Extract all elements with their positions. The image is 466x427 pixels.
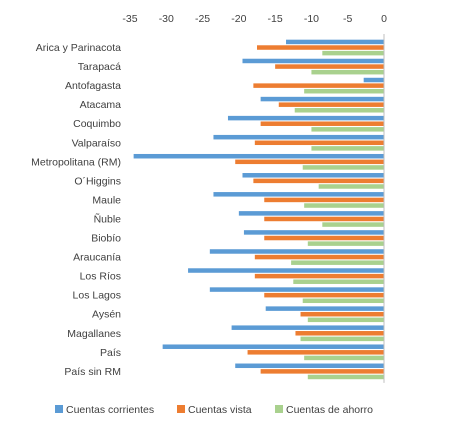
x-tick-label: -35 [122, 13, 137, 25]
legend-label: Cuentas corrientes [66, 404, 154, 416]
category-label: Valparaíso [72, 137, 122, 149]
bar-cuentas-de-ahorro [294, 108, 384, 113]
bar-cuentas-corrientes [260, 96, 384, 102]
legend-label: Cuentas de ahorro [286, 404, 373, 416]
category-label: Los Lagos [73, 290, 121, 302]
bar-cuentas-corrientes [235, 363, 384, 369]
x-tick-label: -30 [159, 13, 174, 25]
category-label: Tarapacá [78, 61, 121, 73]
bar-cuentas-vista [264, 292, 384, 298]
bar-cuentas-corrientes [227, 115, 384, 121]
category-label: Araucanía [73, 252, 121, 264]
bar-cuentas-vista [253, 83, 384, 88]
x-tick-label: -5 [343, 13, 352, 25]
category-label: País sin RM [64, 366, 121, 378]
bar-cuentas-vista [295, 331, 384, 336]
x-tick-label: -15 [268, 13, 283, 25]
category-label: Maule [92, 194, 121, 206]
x-tick-label: -25 [195, 13, 210, 25]
category-label: Magallanes [67, 328, 121, 340]
bar-cuentas-corrientes [213, 134, 384, 140]
bar-cuentas-corrientes [265, 306, 384, 311]
bar-cuentas-de-ahorro [302, 298, 384, 304]
category-label: Metropolitana (RM) [31, 156, 121, 168]
bar-cuentas-vista [260, 121, 384, 126]
x-tick-label: -10 [304, 13, 319, 25]
x-axis-ticks: -35 -30 -25 -20 -15 -10 -5 0 [122, 13, 387, 25]
bar-cuentas-corrientes [231, 325, 384, 330]
bar-cuentas-de-ahorro [304, 88, 384, 94]
bar-cuentas-corrientes [209, 249, 384, 254]
bar-cuentas-de-ahorro [304, 355, 384, 361]
bar-cuentas-vista [254, 140, 384, 146]
bar-cuentas-vista [235, 159, 384, 165]
category-label: Ñuble [94, 212, 122, 225]
legend: Cuentas corrientes Cuentas vista Cuentas d… [55, 404, 373, 416]
bar-cuentas-vista [254, 254, 384, 260]
bar-cuentas-vista [247, 350, 384, 355]
bar-cuentas-vista [264, 216, 384, 222]
x-tick-label: 0 [381, 13, 387, 25]
bar-cuentas-de-ahorro [307, 317, 384, 323]
bar-cuentas-de-ahorro [322, 222, 384, 227]
category-label: Atacama [80, 99, 122, 111]
bar-cuentas-de-ahorro [300, 336, 384, 342]
bar-cuentas-corrientes [286, 39, 384, 45]
category-label: Los Ríos [80, 271, 121, 283]
bar-cuentas-de-ahorro [322, 50, 384, 56]
bar-cuentas-corrientes [238, 211, 384, 216]
bar-cuentas-corrientes [363, 77, 384, 83]
bar-cuentas-vista [275, 64, 384, 69]
bar-cuentas-de-ahorro [307, 374, 384, 380]
bar-cuentas-corrientes [209, 287, 384, 292]
category-label: Aysén [92, 309, 121, 321]
bar-cuentas-corrientes [242, 173, 384, 178]
bar-cuentas-vista [264, 197, 384, 203]
category-label: O´Higgins [74, 175, 121, 187]
bar-cuentas-de-ahorro [318, 184, 384, 189]
bar-cuentas-de-ahorro [291, 260, 384, 265]
legend-swatch [275, 405, 283, 413]
category-label: País [100, 347, 121, 359]
bar-cuentas-corrientes [162, 344, 384, 349]
bar-cuentas-corrientes [133, 153, 384, 159]
bar-cuentas-vista [257, 45, 384, 50]
category-labels: Arica y Parinacota Tarapacá Antofagasta Ata… [31, 42, 121, 378]
bar-cuentas-corrientes [243, 230, 384, 235]
bar-cuentas-de-ahorro [311, 146, 384, 151]
category-label: Antofagasta [65, 80, 121, 92]
bar-cuentas-de-ahorro [293, 279, 384, 284]
bar-cuentas-corrientes [188, 268, 384, 273]
x-tick-label: -20 [231, 13, 246, 25]
legend-label: Cuentas vista [188, 404, 252, 416]
category-label: Coquimbo [73, 118, 121, 130]
bar-cuentas-vista [260, 369, 384, 374]
bar-cuentas-vista [264, 235, 384, 241]
legend-swatch [55, 405, 63, 413]
bar-cuentas-vista [253, 178, 384, 184]
legend-swatch [177, 405, 185, 413]
bar-cuentas-corrientes [213, 192, 384, 197]
bar-cuentas-de-ahorro [304, 203, 384, 208]
bar-cuentas-corrientes [242, 58, 384, 64]
bar-cuentas-vista [278, 102, 384, 107]
bar-cuentas-de-ahorro [311, 69, 384, 75]
bars [133, 39, 384, 380]
category-label: Biobío [91, 233, 121, 245]
bar-cuentas-vista [300, 311, 384, 317]
bar-cuentas-de-ahorro [307, 241, 384, 246]
bar-cuentas-vista [254, 273, 384, 279]
category-label: Arica y Parinacota [36, 42, 121, 54]
bar-cuentas-de-ahorro [302, 165, 384, 170]
bar-cuentas-de-ahorro [311, 127, 384, 132]
